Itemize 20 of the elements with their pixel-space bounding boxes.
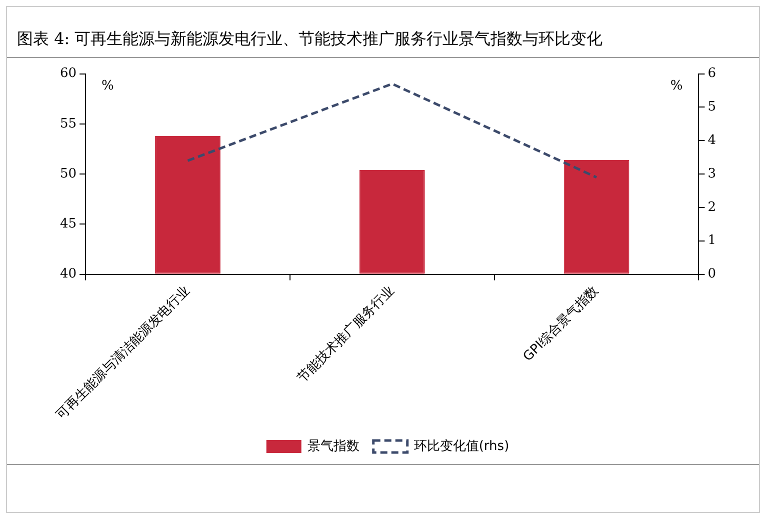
x-tick-label: GPI综合景气指数 [520,283,602,365]
y2-tick-label: 1 [708,233,716,248]
x-tick-label: 节能技术推广服务行业 [294,283,398,386]
y-tick-label: 40 [60,266,77,282]
y2-tick-label: 2 [708,200,716,215]
chart-title: 图表 4: 可再生能源与新能源发电行业、节能技术推广服务行业景气指数与环比变化 [17,29,603,50]
x-tick-label: 可再生能源与清洁能源发电行业 [54,283,193,423]
y2-tick-label: 6 [708,66,716,82]
y-tick-label: 50 [60,166,77,182]
y2-tick-label: 4 [708,133,716,148]
y2-axis-title: % [670,78,683,94]
legend-label: 环比变化值(rhs) [414,438,510,454]
y2-tick-label: 3 [708,166,716,182]
legend-label: 景气指数 [307,438,360,454]
y-axis-title: % [102,78,114,94]
y-tick-label: 45 [60,216,77,232]
y-tick-label: 55 [60,116,77,132]
y2-tick-label: 0 [708,266,716,282]
y2-tick-label: 5 [708,100,716,115]
y-tick-label: 60 [60,66,77,82]
